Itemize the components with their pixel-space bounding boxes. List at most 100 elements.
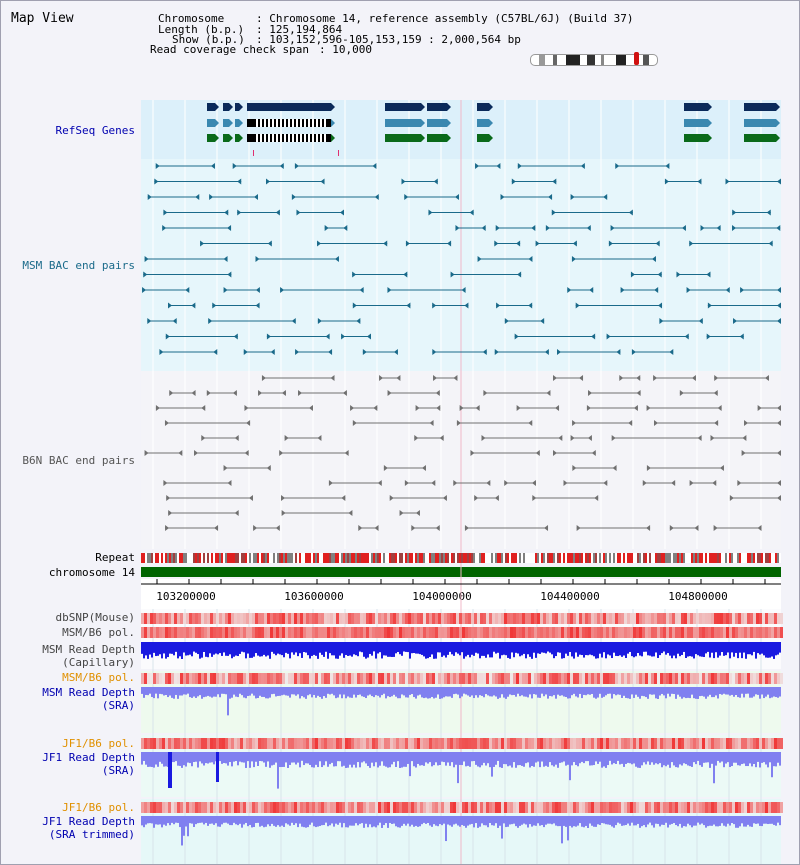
polymorphism-cell xyxy=(630,627,633,638)
msm-capillary-depth-bar xyxy=(177,642,179,659)
jf1-trimmed-depth-bar xyxy=(645,816,647,828)
jf1-trimmed-depth-bar xyxy=(279,816,281,827)
jf1-trimmed-depth-bar xyxy=(625,816,627,826)
polymorphism-cell xyxy=(375,738,378,749)
msm-bac-pair-end xyxy=(706,333,711,340)
repeat-block xyxy=(729,553,731,563)
jf1-trimmed-depth-bar xyxy=(203,816,205,825)
polymorphism-cell xyxy=(411,738,414,749)
polymorphism-cell xyxy=(330,673,333,684)
polymorphism-cell xyxy=(402,673,405,684)
polymorphism-cell xyxy=(345,738,348,749)
jf1-trimmed-depth-bar xyxy=(151,816,153,824)
polymorphism-cell xyxy=(156,627,159,638)
jf1-trimmed-depth-bar xyxy=(259,816,261,827)
jf1-trimmed-depth-bar xyxy=(471,816,473,824)
msm-bac-pair-end xyxy=(469,209,474,216)
msm-bac-pair-end xyxy=(447,240,452,247)
polymorphism-cell xyxy=(153,738,156,749)
msm-sra-depth-bar xyxy=(243,687,245,698)
polymorphism-cell xyxy=(738,802,741,813)
jf1-sra-depth-bar xyxy=(441,752,443,762)
msm-sra-depth-bar xyxy=(143,687,145,698)
msm-sra-depth-bar xyxy=(507,687,509,697)
polymorphism-cell xyxy=(279,673,282,684)
chromosome-ideogram[interactable] xyxy=(530,54,658,66)
b6n-bac-pair-end xyxy=(481,435,486,441)
polymorphism-cell xyxy=(423,627,426,638)
polymorphism-cell xyxy=(186,613,189,624)
jf1-sra-depth-bar xyxy=(185,752,187,767)
jf1-trimmed-depth-bar xyxy=(655,816,657,824)
jf1-sra-depth-bar xyxy=(295,752,297,765)
jf1-sra-depth-bar xyxy=(603,752,605,767)
b6n-bac-pair-end xyxy=(414,435,419,441)
jf1-trimmed-depth-bar xyxy=(311,816,313,823)
polymorphism-cell xyxy=(495,673,498,684)
msm-bac-pair-end xyxy=(255,302,260,309)
msm-sra-depth-bar xyxy=(361,687,363,697)
jf1-sra-depth-bar xyxy=(681,752,683,766)
jf1-trimmed-depth-bar xyxy=(719,816,721,826)
polymorphism-cell xyxy=(648,613,651,624)
repeat-block xyxy=(283,553,285,563)
polymorphism-cell xyxy=(759,673,762,684)
polymorphism-cell xyxy=(738,613,741,624)
polymorphism-cell xyxy=(483,802,486,813)
msm-sra-depth-bar xyxy=(547,687,549,699)
msm-bac-pair-end xyxy=(401,178,406,185)
jf1-sra-depth-bar xyxy=(607,752,609,766)
repeat-block xyxy=(707,553,709,563)
b6n-bac-pair-end xyxy=(166,495,171,501)
track-label-jf1-depth-sra-1: JF1 Read Depth xyxy=(42,751,135,764)
repeat-block xyxy=(493,553,495,563)
b6n-bac-pair-end xyxy=(646,525,651,531)
repeat-block xyxy=(589,553,591,563)
jf1-trimmed-depth-bar xyxy=(447,816,449,825)
repeat-block xyxy=(265,553,267,563)
msm-sra-depth-bar xyxy=(167,687,169,698)
msm-sra-depth-bar xyxy=(195,687,197,698)
msm-capillary-depth-bar xyxy=(253,642,255,657)
msm-capillary-depth-bar xyxy=(489,642,491,658)
msm-capillary-depth-bar xyxy=(771,642,773,657)
jf1-trimmed-depth-bar xyxy=(313,816,315,827)
jf1-sra-depth-bar xyxy=(219,752,221,762)
polymorphism-cell xyxy=(744,673,747,684)
polymorphism-cell xyxy=(303,673,306,684)
msm-bac-pair-end xyxy=(464,302,469,309)
polymorphism-cell xyxy=(582,673,585,684)
b6n-bac-pair-end xyxy=(777,420,781,426)
polymorphism-cell xyxy=(717,613,720,624)
polymorphism-cell xyxy=(375,613,378,624)
msm-sra-depth-bar xyxy=(435,687,437,698)
polymorphism-cell xyxy=(282,613,285,624)
msm-sra-depth-bar xyxy=(731,687,733,695)
polymorphism-cell xyxy=(357,738,360,749)
polymorphism-cell xyxy=(486,738,489,749)
refseq-gene-arrow xyxy=(776,103,780,111)
polymorphism-cell xyxy=(450,673,453,684)
jf1-trimmed-depth-bar xyxy=(681,816,683,828)
msm-capillary-depth-bar xyxy=(689,642,691,657)
polymorphism-cell xyxy=(627,738,630,749)
jf1-sra-depth-bar xyxy=(461,752,463,766)
polymorphism-cell xyxy=(747,627,750,638)
msm-sra-depth-bar xyxy=(629,687,631,699)
msm-bac-pair-end xyxy=(616,349,621,355)
jf1-sra-depth-bar xyxy=(213,752,215,765)
jf1-sra-depth-bar xyxy=(759,752,761,768)
msm-capillary-depth-bar xyxy=(573,642,575,659)
msm-capillary-depth-bar xyxy=(313,642,315,655)
polymorphism-cell xyxy=(774,613,777,624)
msm-capillary-depth-bar xyxy=(535,642,537,658)
msm-sra-depth-bar xyxy=(669,687,671,697)
jf1-sra-depth-bar xyxy=(669,752,671,768)
polymorphism-cell xyxy=(630,673,633,684)
msm-capillary-depth-bar xyxy=(417,642,419,654)
jf1-sra-depth-bar xyxy=(261,752,263,762)
polymorphism-cell xyxy=(246,802,249,813)
msm-capillary-depth-bar xyxy=(373,642,375,652)
polymorphism-cell xyxy=(780,673,783,684)
